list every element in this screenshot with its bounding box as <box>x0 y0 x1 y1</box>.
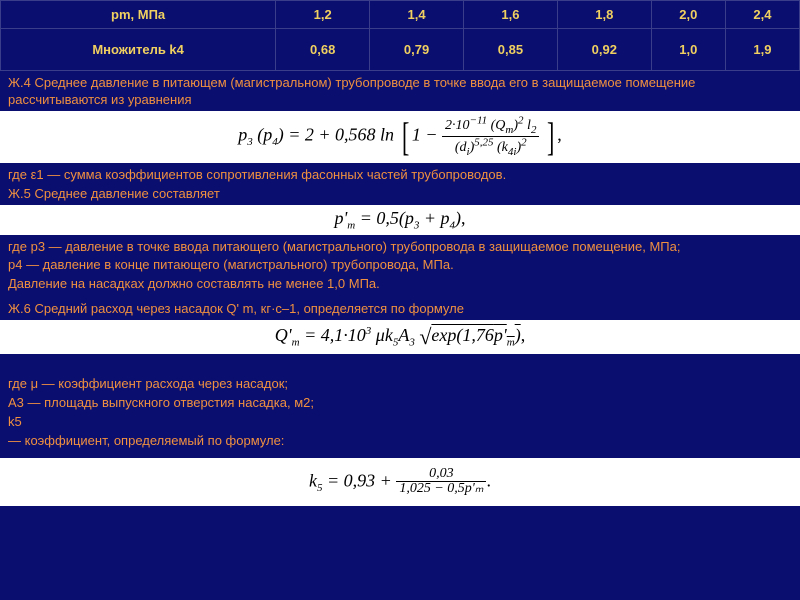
k4-value-cell: 0,68 <box>276 29 370 71</box>
f4-tail: . <box>486 470 491 490</box>
k4-header-cell: 2,0 <box>651 1 725 29</box>
paragraph-p4: p4 — давление в конце питающего (магистр… <box>0 257 800 276</box>
k4-value-row: Множитель k4 0,68 0,79 0,85 0,92 1,0 1,9 <box>1 29 800 71</box>
f1-den: (di)5,25 (k4i)2 <box>455 140 527 155</box>
paragraph-zh5: Ж.5 Среднее давление составляет <box>0 186 800 205</box>
f4-num: 0,03 <box>396 467 486 483</box>
paragraph-mu: где μ — коэффициент расхода через насадо… <box>0 372 800 395</box>
paragraph-a3: А3 — площадь выпускного отверстия насадк… <box>0 395 800 414</box>
paragraph-k5a: k5 <box>0 414 800 433</box>
k4-header-cell: 1,2 <box>276 1 370 29</box>
k4-header-cell: 1,4 <box>370 1 464 29</box>
k4-header-row: pm, МПа 1,2 1,4 1,6 1,8 2,0 2,4 <box>1 1 800 29</box>
k4-value-cell: 0,85 <box>464 29 558 71</box>
k4-table: pm, МПа 1,2 1,4 1,6 1,8 2,0 2,4 Множител… <box>0 0 800 71</box>
f4-den: 1,025 − 0,5p'ₘ <box>396 482 486 497</box>
k4-value-cell: 1,9 <box>725 29 799 71</box>
paragraph-zh6: Ж.6 Средний расход через насадок Q' m, к… <box>0 295 800 320</box>
k4-header-cell: 1,6 <box>464 1 558 29</box>
k4-header-cell: pm, МПа <box>1 1 276 29</box>
paragraph-nasad: Давление на насадках должно составлять н… <box>0 276 800 295</box>
paragraph-eps1: где ε1 — сумма коэффициентов сопротивлен… <box>0 163 800 186</box>
k4-header-cell: 2,4 <box>725 1 799 29</box>
paragraph-zh4: Ж.4 Среднее давление в питающем (магистр… <box>0 71 800 111</box>
formula-qm: Q'm = 4,1·103 μk5A3 √exp(1,76p'm), <box>0 320 800 354</box>
paragraph-p3: где p3 — давление в точке ввода питающег… <box>0 235 800 258</box>
k4-value-cell: 0,92 <box>557 29 651 71</box>
k4-header-cell: 1,8 <box>557 1 651 29</box>
formula-p3p4: p3 (p4) = 2 + 0,568 ln [1 − 2·10−11 (Qm)… <box>0 111 800 163</box>
formula-pm-avg: p'm = 0,5(p3 + p4), <box>0 205 800 235</box>
k4-value-cell: 1,0 <box>651 29 725 71</box>
k4-value-cell: 0,79 <box>370 29 464 71</box>
k4-row-label: Множитель k4 <box>1 29 276 71</box>
paragraph-k5b: — коэффициент, определяемый по формуле: <box>0 433 800 452</box>
f1-num: 2·10−11 (Qm)2 l2 <box>445 118 536 133</box>
formula-k5: k5 = 0,93 + 0,03 1,025 − 0,5p'ₘ . <box>0 458 800 506</box>
